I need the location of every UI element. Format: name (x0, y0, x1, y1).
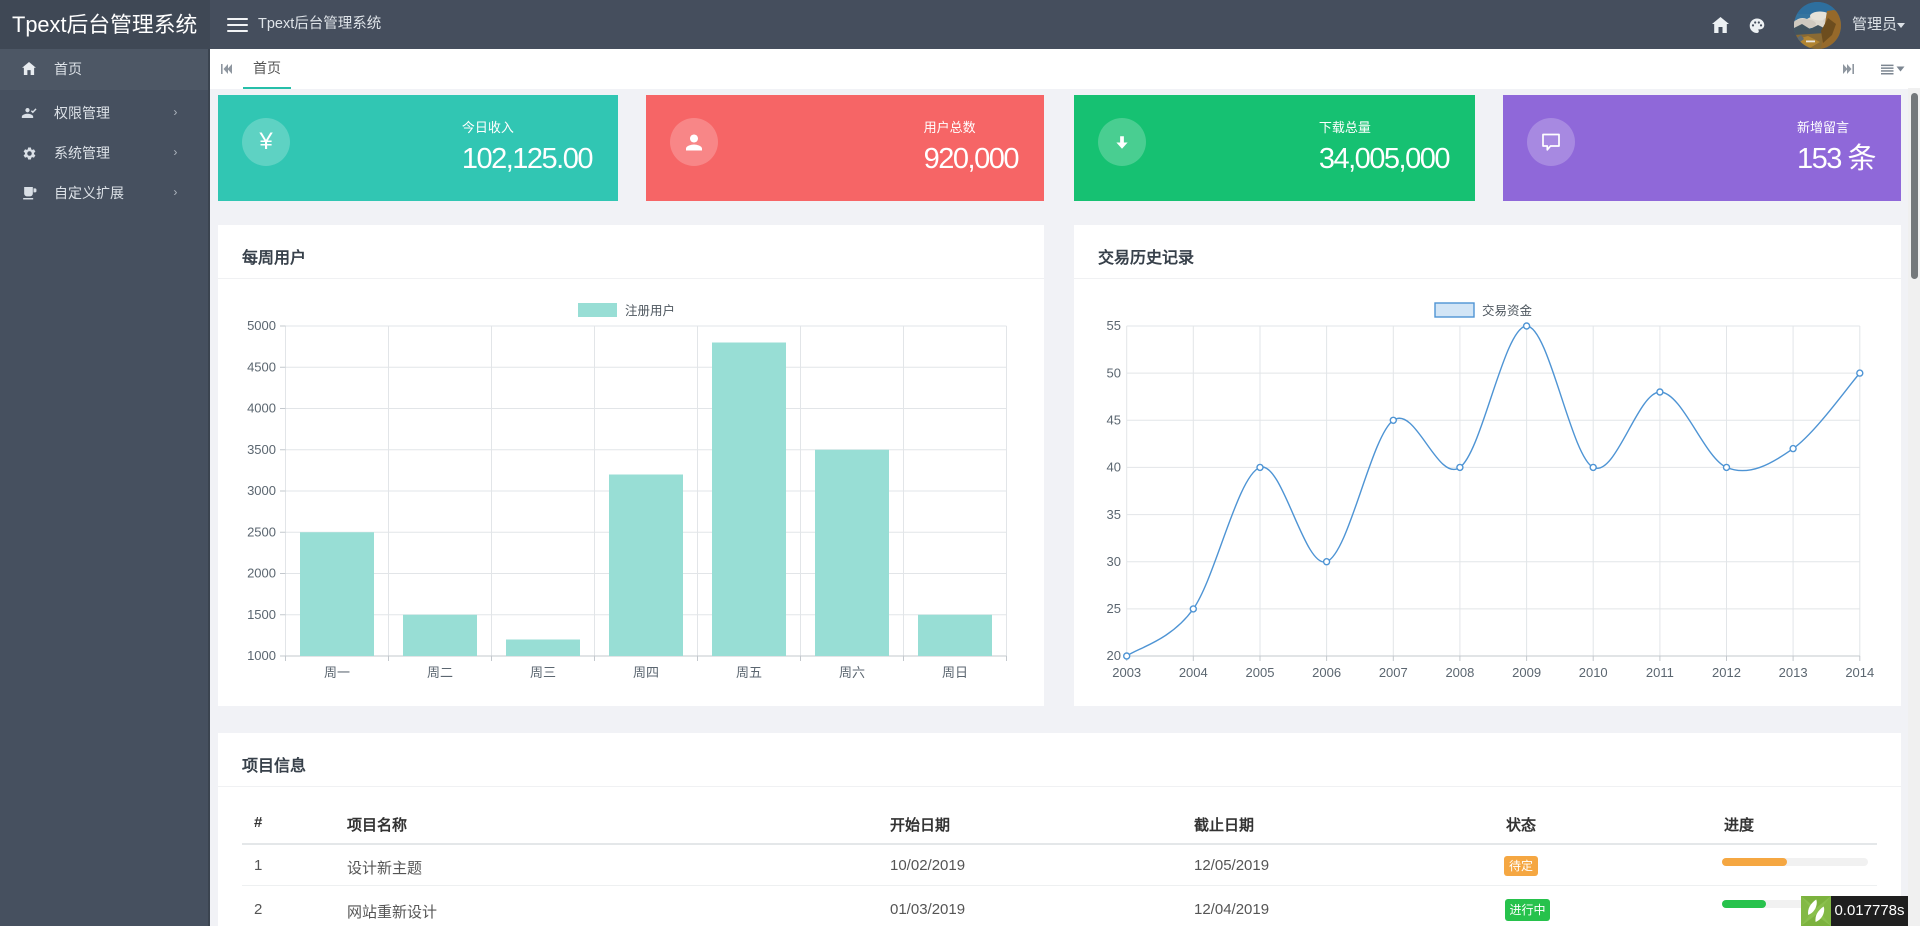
svg-text:周日: 周日 (942, 665, 968, 680)
svg-text:35: 35 (1107, 507, 1121, 522)
svg-text:注册用户: 注册用户 (625, 303, 675, 318)
svg-text:40: 40 (1107, 460, 1121, 475)
svg-text:周二: 周二 (427, 665, 453, 680)
svg-text:交易资金: 交易资金 (1482, 303, 1533, 318)
svg-text:2009: 2009 (1512, 665, 1541, 680)
svg-text:周一: 周一 (324, 665, 350, 680)
svg-text:50: 50 (1107, 365, 1121, 380)
svg-text:2000: 2000 (247, 566, 276, 581)
svg-text:2014: 2014 (1845, 665, 1874, 680)
svg-text:1500: 1500 (247, 607, 276, 622)
svg-text:3000: 3000 (247, 483, 276, 498)
svg-text:55: 55 (1107, 318, 1121, 333)
svg-text:2005: 2005 (1246, 665, 1275, 680)
svg-text:2011: 2011 (1646, 665, 1674, 680)
svg-text:2003: 2003 (1112, 665, 1141, 680)
svg-text:2006: 2006 (1312, 665, 1341, 680)
svg-text:3500: 3500 (247, 442, 276, 457)
svg-text:周三: 周三 (530, 665, 556, 680)
svg-text:5000: 5000 (247, 318, 276, 333)
svg-text:2008: 2008 (1445, 665, 1474, 680)
svg-text:2010: 2010 (1579, 665, 1608, 680)
svg-text:20: 20 (1107, 648, 1121, 663)
svg-text:2500: 2500 (247, 524, 276, 539)
svg-text:2004: 2004 (1179, 665, 1208, 680)
svg-text:2012: 2012 (1712, 665, 1741, 680)
svg-text:2013: 2013 (1779, 665, 1808, 680)
svg-text:30: 30 (1107, 554, 1121, 569)
svg-text:4000: 4000 (247, 401, 276, 416)
svg-text:2007: 2007 (1379, 665, 1408, 680)
svg-text:4500: 4500 (247, 359, 276, 374)
svg-text:周六: 周六 (839, 665, 865, 680)
svg-text:周四: 周四 (633, 665, 659, 680)
svg-text:周五: 周五 (736, 665, 762, 680)
svg-text:25: 25 (1107, 601, 1121, 616)
svg-text:1000: 1000 (247, 648, 276, 663)
svg-text:45: 45 (1107, 412, 1121, 427)
